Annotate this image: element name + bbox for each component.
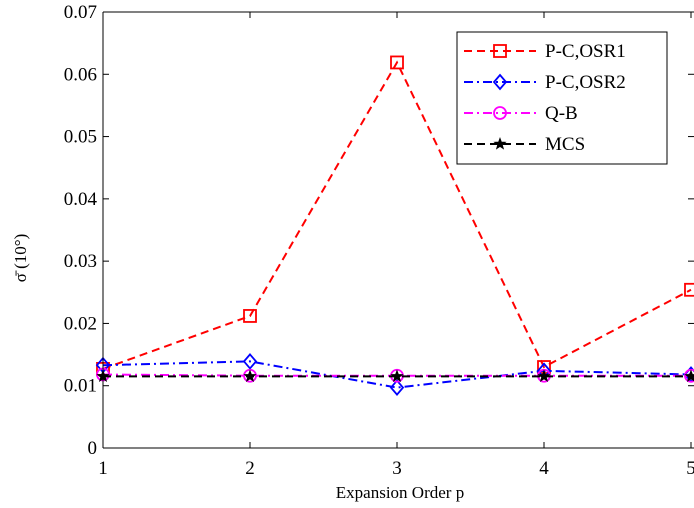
series-line (102, 360, 692, 389)
legend-entry: MCS (464, 134, 585, 155)
x-tick-label: 2 (245, 458, 255, 479)
y-tick-label: 0.07 (64, 2, 97, 23)
legend-entry: Q-B (464, 103, 578, 124)
data-point (493, 106, 507, 120)
y-tick-label: 0.01 (64, 376, 97, 397)
data-point (390, 369, 404, 382)
legend-label: P-C,OSR1 (545, 41, 626, 62)
series-3 (96, 369, 694, 382)
axes-box (102, 11, 694, 449)
data-point (684, 369, 694, 382)
data-point (684, 282, 694, 297)
x-tick-label: 5 (686, 458, 694, 479)
data-point (537, 369, 551, 382)
legend-box (456, 31, 668, 165)
legend: P-C,OSR1 P-C,OSR2 Q-B MCS (456, 31, 668, 165)
y-tick-label: 0 (88, 438, 98, 459)
series-line (102, 373, 691, 377)
legend-label: P-C,OSR2 (545, 72, 626, 93)
legend-entry: P-C,OSR2 (464, 72, 626, 93)
x-tick-label: 3 (392, 458, 402, 479)
y-tick-label: 0.05 (64, 127, 97, 148)
data-point (389, 379, 405, 396)
tick-labels: 1 2 3 4 5 0 0.01 0.02 0.03 0.04 0.05 0.06 0.07 (64, 2, 694, 479)
data-point (242, 353, 258, 370)
data-point (493, 44, 507, 58)
y-tick-label: 0.06 (64, 64, 97, 85)
y-axis-label: σ̄ (10°) (11, 234, 30, 283)
y-tick-label: 0.04 (64, 189, 98, 210)
y-tick-label: 0.02 (64, 313, 97, 334)
y-tick-label: 0.03 (64, 251, 97, 272)
data-point (493, 137, 507, 150)
data-point (390, 55, 404, 70)
series-line (102, 60, 692, 370)
legend-label: MCS (545, 134, 585, 155)
legend-label: Q-B (545, 103, 578, 124)
legend-entry: P-C,OSR1 (464, 41, 626, 62)
x-axis-label: Expansion Order p (336, 483, 464, 502)
data-point (243, 309, 257, 323)
x-tick-label: 1 (98, 458, 108, 479)
data-point (243, 369, 257, 382)
x-tick-label: 4 (539, 458, 549, 479)
data-point (492, 73, 508, 91)
